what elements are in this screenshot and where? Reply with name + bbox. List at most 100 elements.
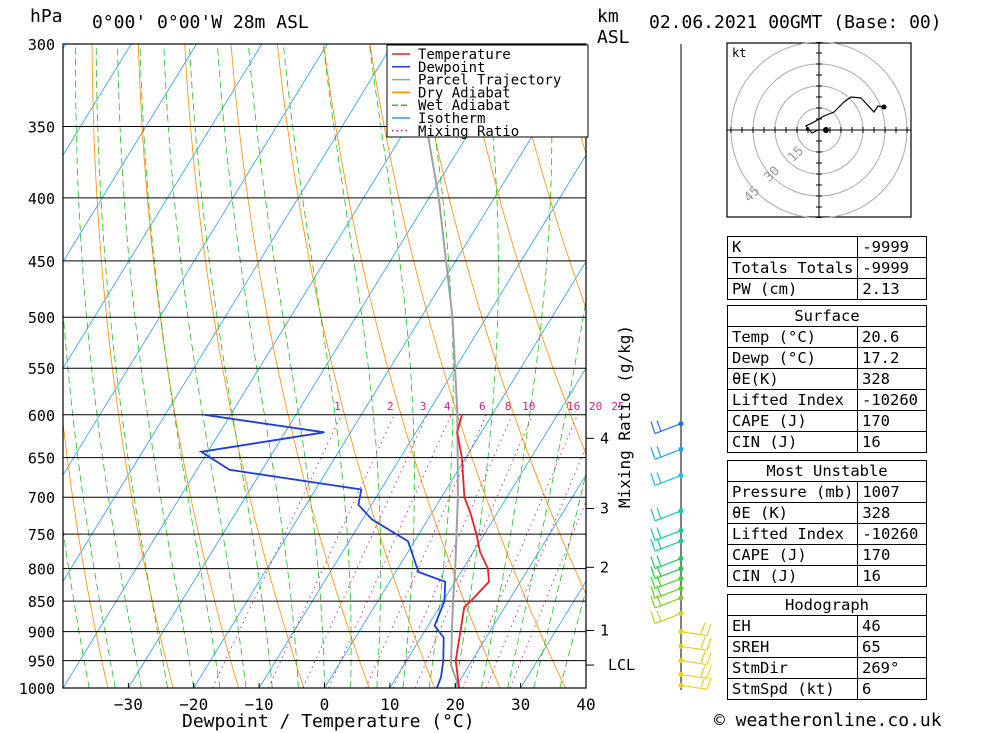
pressure-tick-label: 650 (28, 450, 55, 468)
mixing-ratio-line (392, 414, 513, 688)
wind-barb-flag (650, 539, 656, 552)
km-tick-label: LCL (608, 656, 635, 674)
wet-adiabat-line (139, 44, 221, 688)
legend-label: Isotherm (418, 111, 485, 127)
pressure-tick-label: 500 (28, 309, 55, 327)
indices-table-surface: Surface Temp (°C) 20.6 Dewp (°C) 17.2 θE(K… (727, 305, 927, 453)
pw-value: 2.13 (857, 278, 927, 300)
indices-table-most-unstable: Most Unstable Pressure (mb) 1007 θE (K) 32… (726, 460, 927, 587)
wind-barb-flag (650, 566, 656, 579)
mixing-ratio-label: 1 (334, 400, 341, 413)
mixing-ratio-label: 16 (567, 400, 580, 413)
km-tick-label: 2 (600, 558, 609, 576)
isotherm-line (454, 474, 586, 688)
asl-label: ASL (597, 27, 630, 48)
hodograph-ticks (730, 42, 908, 218)
wind-barb-flag (656, 420, 662, 432)
surface-li-value: -10260 (857, 389, 927, 411)
pressure-tick-label: 1000 (19, 680, 55, 698)
mixing-ratio-label: 4 (444, 400, 451, 413)
table-row: EH 46 (727, 615, 927, 637)
pressure-tick-label: 350 (28, 118, 55, 136)
wet-adiabat-line (75, 44, 142, 688)
legend-label: Wet Adiabat (418, 98, 511, 114)
mixing-ratio-label: 6 (479, 400, 486, 413)
wind-barb-flag (650, 447, 656, 460)
dry-adiabat-line (694, 44, 720, 688)
sreh-label: SREH (727, 636, 858, 658)
stmspd-value: 6 (857, 678, 927, 700)
dry-adiabat-line (91, 44, 174, 688)
isotherm-line (63, 44, 328, 476)
pressure-tick-label: 850 (28, 593, 55, 611)
wind-barb-shaft (654, 423, 682, 435)
mixing-ratio-label: 20 (589, 400, 602, 413)
x-tick-label: −10 (245, 695, 274, 714)
wind-barb-flag (650, 586, 656, 599)
wet-adiabat-line (282, 44, 352, 688)
surface-dewp-value: 17.2 (857, 347, 927, 369)
wind-barb-flag (656, 555, 662, 567)
km-tick-labels: 4 3 2 1 LCL (586, 429, 635, 674)
hodograph-header: Hodograph (727, 594, 927, 616)
surface-temp-label: Temp (°C) (727, 326, 858, 348)
mixing-ratio-label: 2 (387, 400, 394, 413)
surface-cape-value: 170 (857, 410, 927, 432)
wind-barb-shaft (680, 645, 708, 651)
table-row: CIN (J) 16 (726, 565, 927, 587)
mixing-ratio-label: 3 (420, 400, 427, 413)
x-tick-label: 10 (380, 695, 399, 714)
table-row: CAPE (J) 170 (726, 544, 927, 566)
mu-cape-value: 170 (857, 544, 927, 566)
wind-barb-dot (678, 508, 684, 514)
wind-barb-flag (700, 665, 706, 677)
mixing-ratio-label: 25 (611, 400, 624, 413)
isotherm-line (63, 44, 197, 263)
wind-barb-flag (706, 623, 712, 636)
isotherm-line (324, 260, 586, 688)
mixing-ratio-axis-label: Mixing Ratio (g/kg) (615, 325, 634, 508)
wind-barb-shaft (654, 529, 682, 542)
dry-adiabat-line (369, 44, 566, 688)
wind-barb-flag (650, 556, 656, 569)
wind-barb-shaft (654, 540, 682, 552)
hodograph-end-dot (881, 104, 887, 110)
wind-barb-flag (700, 676, 706, 688)
indices-table-hodograph: Hodograph EH 46 SREH 65 StmDir 269° StmSpd … (727, 594, 927, 700)
mixing-ratio-line (212, 414, 342, 688)
mu-thetae-label: θE (K) (726, 502, 859, 524)
legend-label: Mixing Ratio (418, 124, 519, 140)
table-row: Lifted Index -10260 (726, 523, 927, 545)
surface-thetae-label: θE(K) (727, 368, 858, 390)
sreh-value: 65 (857, 636, 927, 658)
pressure-tick-labels: 300 350 400 450 500 550 600 650 700 750 800 850 900 9… (19, 36, 55, 698)
table-row: Pressure (mb) 1007 (726, 481, 927, 503)
pressure-tick-label: 600 (28, 407, 55, 425)
isotherm-line (63, 44, 459, 688)
wind-barb-flag (656, 565, 662, 577)
isotherm-line (258, 154, 586, 688)
wet-adiabat-line (481, 44, 553, 688)
wind-barb-flag (656, 585, 662, 597)
table-row: CAPE (J) 170 (727, 410, 927, 432)
dry-adiabat-line (138, 44, 239, 688)
mixing-ratio-line (485, 445, 586, 688)
wind-barb-flag (656, 527, 662, 539)
wet-adiabat-line (163, 44, 247, 688)
wind-barb-flag (650, 508, 656, 521)
dry-adiabat-line (416, 44, 586, 596)
mixing-ratio-label: 8 (505, 400, 512, 413)
mu-li-label: Lifted Index (726, 523, 859, 545)
pressure-tick-label: 900 (28, 624, 55, 642)
legend-box (386, 44, 589, 138)
copyright-link[interactable]: © weatheronline.co.uk (714, 710, 942, 731)
k-value: -9999 (857, 236, 927, 258)
hodograph-unit-label: kt (732, 46, 746, 60)
wind-barb-flag (650, 473, 656, 486)
wind-barb-flag (656, 472, 662, 484)
mu-cin-label: CIN (J) (726, 565, 859, 587)
wind-barb-flag (656, 507, 662, 520)
wind-barb-flag (656, 575, 662, 587)
wind-barb-flag (700, 622, 706, 634)
